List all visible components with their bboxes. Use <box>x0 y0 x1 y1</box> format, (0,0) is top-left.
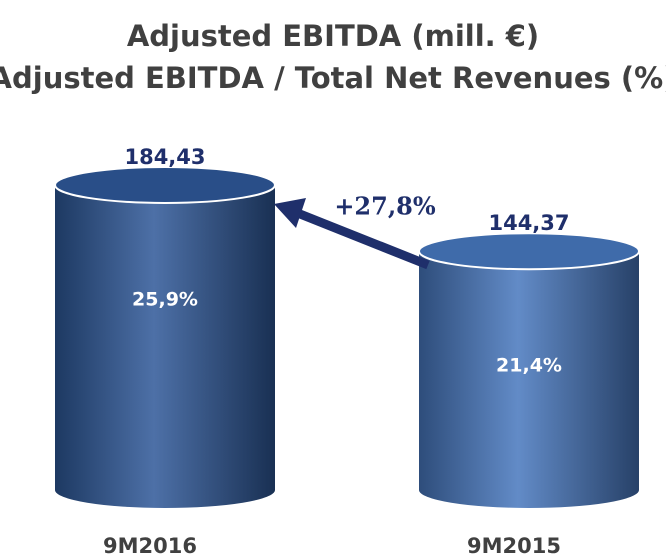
cylinder-body <box>55 184 275 509</box>
chart-title: Adjusted EBITDA (mill. €) <box>127 19 539 53</box>
arrow-head <box>274 198 306 228</box>
ratio-label: 21,4% <box>496 355 562 377</box>
cylinder-top <box>54 165 276 204</box>
arrow-shaft <box>298 209 430 270</box>
ratio-label: 25,9% <box>132 288 198 310</box>
category-label: 9M2016 <box>103 534 197 558</box>
cylinder-body <box>419 251 639 508</box>
chart-subtitle: Adjusted EBITDA / Total Net Revenues (%) <box>0 61 666 95</box>
category-label: 9M2015 <box>467 534 561 558</box>
value-label: 184,43 <box>124 145 205 169</box>
annotation: +27,8% <box>334 192 436 221</box>
value-label: 144,37 <box>488 211 569 235</box>
cylinder-top <box>418 232 640 271</box>
